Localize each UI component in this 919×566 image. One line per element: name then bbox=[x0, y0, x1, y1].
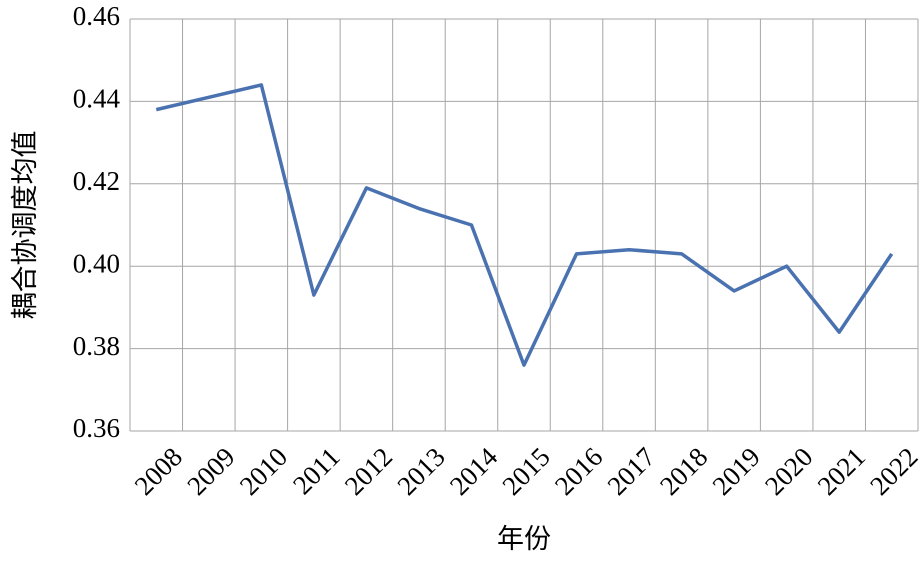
x-tick-label: 2021 bbox=[812, 442, 871, 501]
x-tick-label: 2019 bbox=[707, 442, 766, 501]
y-tick-label: 0.44 bbox=[73, 84, 121, 114]
line-series bbox=[155, 83, 894, 367]
x-tick-label: 2010 bbox=[234, 442, 293, 501]
x-tick-label: 2015 bbox=[496, 442, 555, 501]
y-tick-label: 0.38 bbox=[73, 331, 120, 361]
y-tick-label: 0.40 bbox=[73, 248, 120, 278]
x-tick-label: 2017 bbox=[601, 442, 660, 501]
x-tick-label: 2020 bbox=[759, 442, 818, 501]
x-tick-label: 2013 bbox=[391, 442, 450, 501]
y-tick-label: 0.46 bbox=[73, 1, 120, 31]
x-tick-label: 2016 bbox=[549, 442, 608, 501]
x-tick-label: 2011 bbox=[287, 442, 346, 501]
y-axis-label: 耦合协调度均值 bbox=[10, 131, 40, 320]
x-tick-label: 2014 bbox=[444, 441, 504, 501]
y-tick-label: 0.36 bbox=[73, 413, 120, 443]
x-tick-label: 2022 bbox=[864, 442, 919, 501]
x-axis-label: 年份 bbox=[497, 524, 551, 554]
x-tick-label: 2018 bbox=[654, 442, 713, 501]
y-tick-label: 0.42 bbox=[73, 166, 120, 196]
x-tick-label: 2012 bbox=[339, 442, 398, 501]
x-tick-label: 2009 bbox=[181, 442, 240, 501]
x-tick-label: 2008 bbox=[129, 442, 188, 501]
